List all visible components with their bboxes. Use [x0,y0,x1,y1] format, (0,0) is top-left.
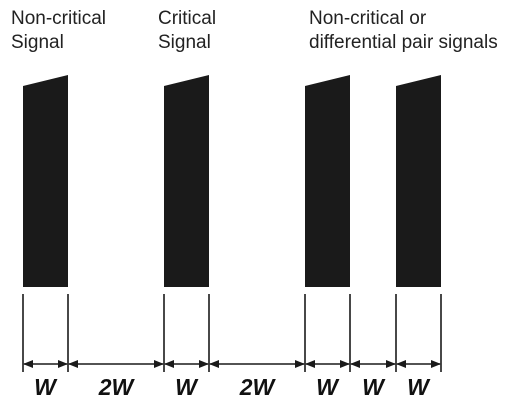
label-diff-line2: differential pair signals [309,32,498,53]
dim-label-w1: W [34,374,58,400]
label-critical-signal: Critical Signal [158,8,216,53]
dim-label-w2: W [175,374,199,400]
trace-diff-pair-2 [396,75,441,287]
trace-diff-pair-1 [305,75,350,287]
label-non-critical-line2: Signal [11,32,64,53]
dim-label-gap2: 2W [239,374,277,400]
label-diff-line1: Non-critical or [309,8,427,29]
extension-lines [22,294,442,372]
dim-label-gap3: W [362,374,386,400]
label-non-critical-line1: Non-critical [11,8,106,29]
label-critical-line2: Signal [158,32,211,53]
trace-non-critical [23,75,68,287]
dim-label-w3: W [316,374,340,400]
trace-critical [164,75,209,287]
label-non-critical-signal: Non-critical Signal [11,8,106,53]
label-critical-line1: Critical [158,8,216,29]
label-non-critical-or-diff-pair: Non-critical or differential pair signal… [309,8,498,53]
dim-label-gap1: 2W [98,374,136,400]
dim-label-w4: W [407,374,431,400]
dimension-labels: W 2W W 2W W W W [34,374,431,400]
